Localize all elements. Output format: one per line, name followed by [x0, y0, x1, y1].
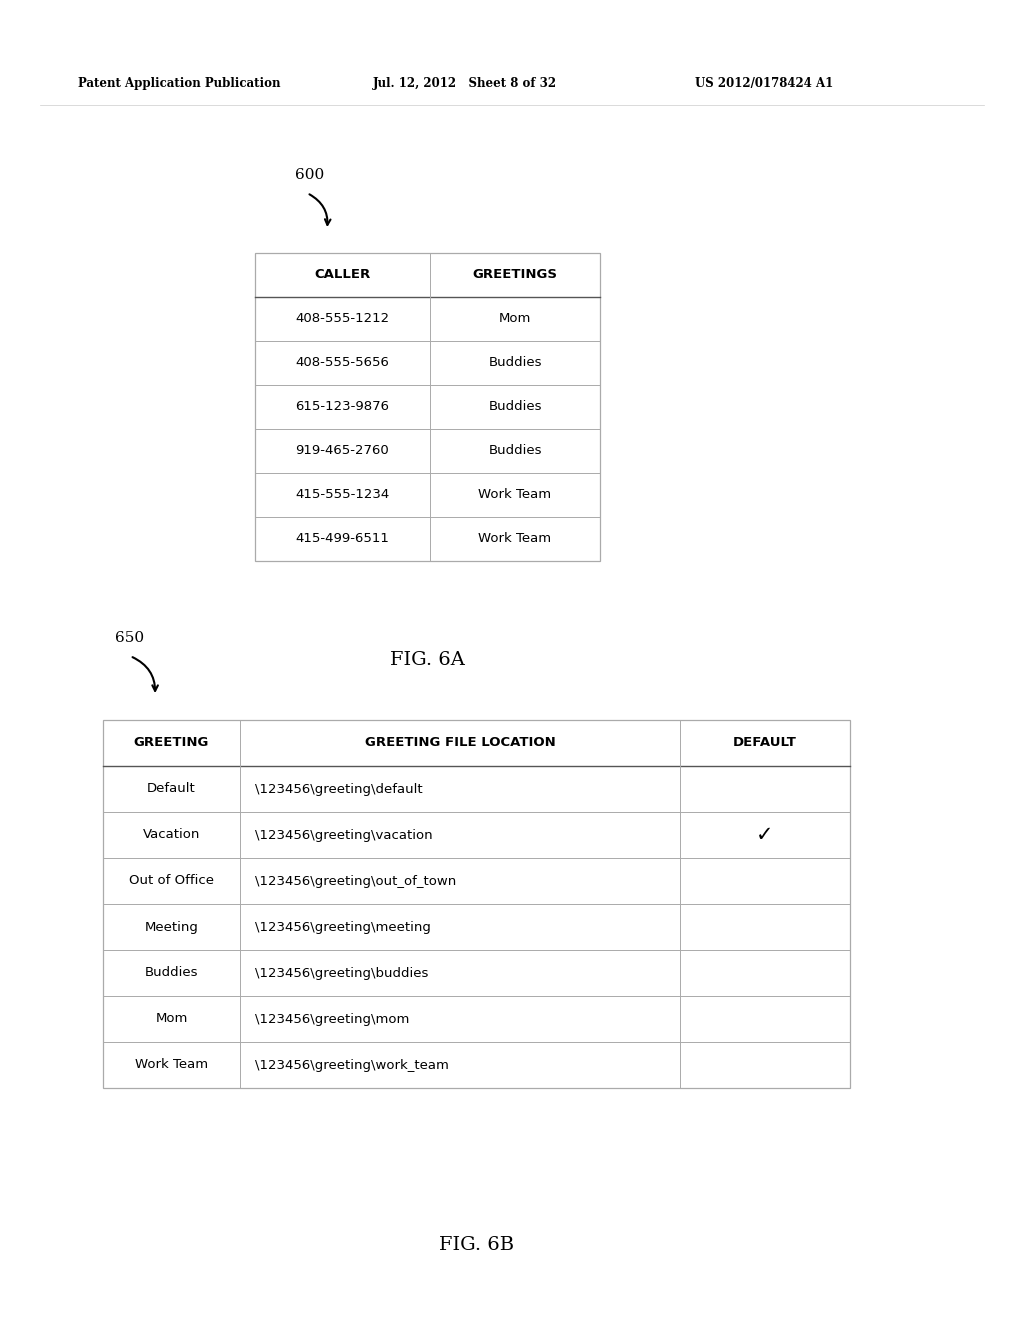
Text: FIG. 6B: FIG. 6B — [439, 1236, 514, 1254]
Text: FIG. 6A: FIG. 6A — [390, 651, 465, 669]
Text: Work Team: Work Team — [478, 532, 552, 545]
Text: \123456\greeting\buddies: \123456\greeting\buddies — [255, 966, 428, 979]
Text: 415-555-1234: 415-555-1234 — [295, 488, 389, 502]
Text: GREETING: GREETING — [134, 737, 209, 750]
Text: 408-555-1212: 408-555-1212 — [296, 313, 389, 326]
Text: 919-465-2760: 919-465-2760 — [296, 445, 389, 458]
Text: Meeting: Meeting — [144, 920, 199, 933]
Text: Vacation: Vacation — [142, 829, 200, 842]
Text: Mom: Mom — [156, 1012, 187, 1026]
Text: 600: 600 — [295, 168, 325, 182]
Text: Patent Application Publication: Patent Application Publication — [78, 77, 281, 90]
Text: \123456\greeting\out_of_town: \123456\greeting\out_of_town — [255, 874, 457, 887]
Text: \123456\greeting\mom: \123456\greeting\mom — [255, 1012, 410, 1026]
Text: \123456\greeting\meeting: \123456\greeting\meeting — [255, 920, 431, 933]
Text: 615-123-9876: 615-123-9876 — [296, 400, 389, 413]
Text: Mom: Mom — [499, 313, 531, 326]
Bar — [255, 253, 600, 561]
Text: \123456\greeting\vacation: \123456\greeting\vacation — [255, 829, 432, 842]
Text: Work Team: Work Team — [478, 488, 552, 502]
Text: Work Team: Work Team — [135, 1059, 208, 1072]
Text: GREETINGS: GREETINGS — [472, 268, 557, 281]
Text: Out of Office: Out of Office — [129, 874, 214, 887]
Text: Buddies: Buddies — [488, 400, 542, 413]
Text: Jul. 12, 2012   Sheet 8 of 32: Jul. 12, 2012 Sheet 8 of 32 — [373, 77, 557, 90]
Text: US 2012/0178424 A1: US 2012/0178424 A1 — [695, 77, 834, 90]
Text: Default: Default — [147, 783, 196, 796]
Text: ✓: ✓ — [757, 825, 774, 845]
Text: 650: 650 — [115, 631, 144, 645]
Bar — [103, 719, 850, 1088]
Text: GREETING FILE LOCATION: GREETING FILE LOCATION — [365, 737, 555, 750]
Text: CALLER: CALLER — [314, 268, 371, 281]
Text: 415-499-6511: 415-499-6511 — [296, 532, 389, 545]
Text: Buddies: Buddies — [144, 966, 199, 979]
Text: Buddies: Buddies — [488, 445, 542, 458]
Text: \123456\greeting\work_team: \123456\greeting\work_team — [255, 1059, 449, 1072]
Text: DEFAULT: DEFAULT — [733, 737, 797, 750]
Text: 408-555-5656: 408-555-5656 — [296, 356, 389, 370]
Text: \123456\greeting\default: \123456\greeting\default — [255, 783, 423, 796]
Text: Buddies: Buddies — [488, 356, 542, 370]
